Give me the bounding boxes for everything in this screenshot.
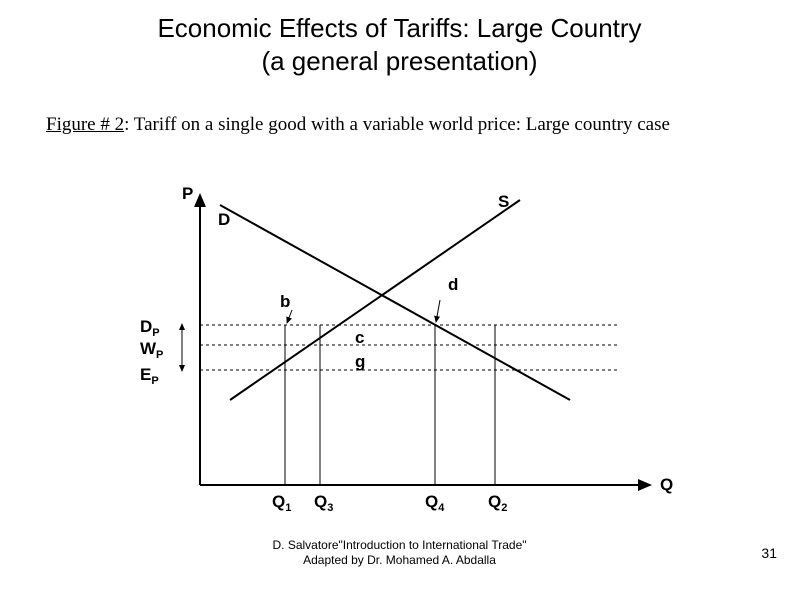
figure-caption: Figure # 2: Tariff on a single good with… <box>46 112 746 138</box>
label-Q4: Q4 <box>425 492 445 514</box>
label-Q2: Q2 <box>488 492 507 514</box>
label-P: P <box>182 185 193 203</box>
label-Wp: WP <box>140 339 163 361</box>
label-b: b <box>280 292 290 311</box>
label-Q: Q <box>660 475 673 494</box>
bracket-arrow-up <box>179 323 185 330</box>
arrow-to-b <box>287 310 292 323</box>
bracket-arrow-down <box>179 365 185 372</box>
title-line1: Economic Effects of Tariffs: Large Count… <box>157 13 641 43</box>
label-Q3: Q3 <box>314 492 333 514</box>
label-Q1: Q1 <box>272 492 291 514</box>
diagram-svg: P Q D S b c g d DP WP EP Q1 Q3 Q4 Q2 <box>120 185 680 515</box>
label-S: S <box>498 192 509 211</box>
footer-line1: D. Salvatore"Introduction to Internation… <box>273 538 527 552</box>
label-Dp: DP <box>140 317 160 339</box>
label-c: c <box>355 328 364 347</box>
label-Ep: EP <box>140 365 159 387</box>
slide-title: Economic Effects of Tariffs: Large Count… <box>0 12 799 77</box>
label-d: d <box>448 275 458 294</box>
label-g: g <box>355 352 365 371</box>
slide-root: Economic Effects of Tariffs: Large Count… <box>0 0 799 598</box>
caption-rest: : Tariff on a single good with a variabl… <box>124 114 670 135</box>
label-D: D <box>218 210 230 229</box>
arrow-to-d <box>436 300 440 322</box>
title-line2: (a general presentation) <box>261 46 537 76</box>
diagram: P Q D S b c g d DP WP EP Q1 Q3 Q4 Q2 <box>120 185 680 515</box>
footer-line2: Adapted by Dr. Mohamed A. Abdalla <box>303 553 496 567</box>
caption-prefix: Figure # 2 <box>46 114 124 135</box>
slide-number: 31 <box>761 545 777 561</box>
footer: D. Salvatore"Introduction to Internation… <box>0 538 799 568</box>
